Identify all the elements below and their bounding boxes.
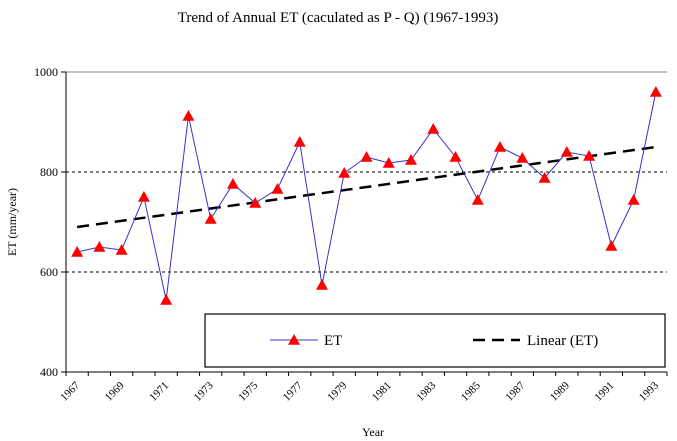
marker xyxy=(271,183,284,194)
y-tick-label: 800 xyxy=(40,165,58,179)
marker xyxy=(226,178,239,189)
marker xyxy=(93,241,106,252)
marker xyxy=(137,191,150,202)
x-tick-label: 1975 xyxy=(236,379,260,403)
marker xyxy=(204,213,217,224)
y-tick-label: 1000 xyxy=(34,65,58,79)
x-tick-label: 1969 xyxy=(103,379,127,403)
marker xyxy=(516,152,529,163)
y-tick-label: 400 xyxy=(40,365,58,379)
x-tick-label: 1987 xyxy=(503,379,527,403)
marker xyxy=(293,136,306,147)
marker xyxy=(627,194,640,205)
marker xyxy=(360,151,373,162)
marker xyxy=(382,157,395,168)
marker xyxy=(160,294,173,305)
x-tick-label: 1979 xyxy=(325,379,349,403)
series-line xyxy=(77,91,657,301)
marker xyxy=(338,167,351,178)
legend-marker xyxy=(288,334,300,345)
x-tick-label: 1977 xyxy=(281,379,305,403)
x-tick-label: 1973 xyxy=(192,379,216,403)
y-axis-title: ET (mm/year) xyxy=(5,188,19,256)
marker xyxy=(649,86,662,97)
marker xyxy=(115,244,128,255)
y-tick-label: 600 xyxy=(40,265,58,279)
x-tick-label: 1971 xyxy=(147,380,171,404)
marker xyxy=(494,141,507,152)
marker xyxy=(605,240,618,251)
x-tick-label: 1985 xyxy=(459,379,483,403)
legend-label: ET xyxy=(324,333,342,349)
marker xyxy=(71,246,84,257)
x-tick-label: 1983 xyxy=(414,379,438,403)
marker xyxy=(560,146,573,157)
marker xyxy=(538,172,551,183)
legend-label: Linear (ET) xyxy=(527,333,598,349)
marker xyxy=(315,279,328,290)
marker xyxy=(405,154,418,165)
marker xyxy=(182,110,195,121)
x-tick-label: 1989 xyxy=(548,379,572,403)
marker xyxy=(583,150,596,161)
x-tick-label: 1991 xyxy=(592,380,616,404)
marker xyxy=(471,194,484,205)
marker xyxy=(427,123,440,134)
marker xyxy=(449,151,462,162)
chart-title: Trend of Annual ET (caculated as P - Q) … xyxy=(178,10,499,26)
x-tick-label: 1981 xyxy=(370,380,394,404)
marker xyxy=(249,197,262,208)
x-tick-label: 1993 xyxy=(637,379,661,403)
x-tick-label: 1967 xyxy=(58,379,82,403)
x-axis-title: Year xyxy=(362,425,384,439)
